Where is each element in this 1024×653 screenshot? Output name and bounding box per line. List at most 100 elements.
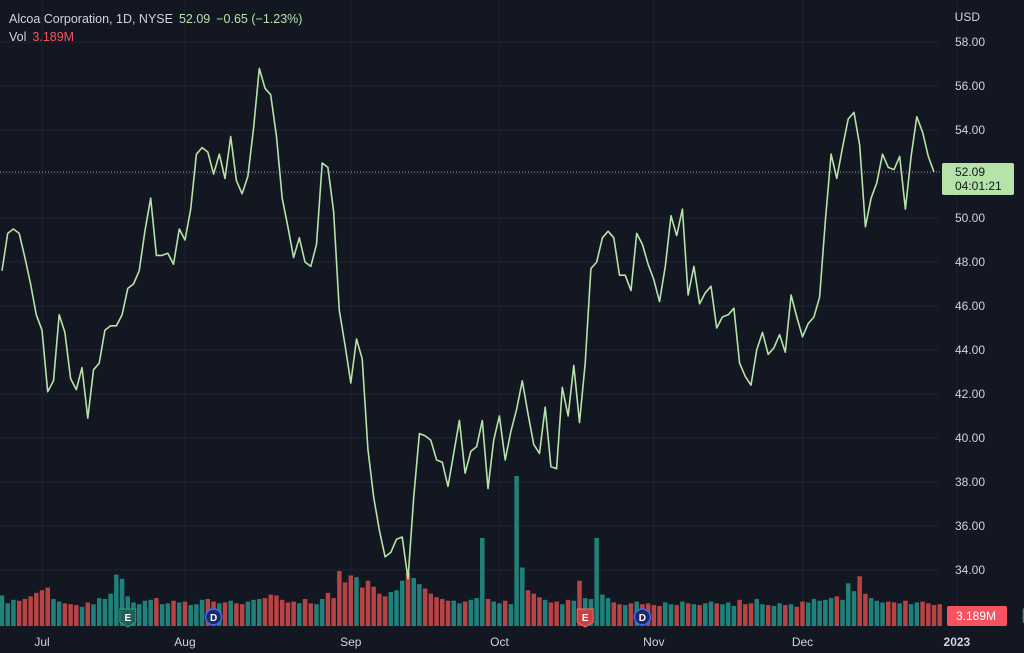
y-tick-label: 54.00: [955, 123, 985, 137]
volume-bar: [514, 476, 519, 626]
symbol-row[interactable]: Alcoa Corporation, 1D, NYSE 52.09 −0.65 (−…: [9, 10, 302, 28]
volume-bar: [371, 586, 376, 626]
x-tick-label: Jul: [34, 635, 49, 649]
volume-bar: [525, 590, 531, 626]
volume-bar: [868, 598, 874, 626]
last-volume-value: 3.189M: [956, 609, 996, 623]
volume-bar: [565, 599, 571, 626]
volume-bar: [502, 600, 508, 626]
volume-bar: [56, 601, 62, 626]
volume-bar: [548, 602, 554, 626]
svg-text:E: E: [124, 613, 131, 624]
volume-bar: [297, 603, 302, 626]
volume-bar: [188, 605, 193, 626]
volume-bar: [874, 600, 880, 626]
volume-bar: [325, 592, 331, 626]
volume-bar: [251, 599, 256, 626]
volume-bar: [908, 604, 914, 626]
y-tick-label: 34.00: [955, 563, 985, 577]
volume-bar: [880, 602, 885, 626]
svg-text:D: D: [639, 613, 646, 624]
volume-bar: [199, 599, 205, 626]
volume-bar: [194, 604, 199, 626]
svg-text:D: D: [210, 613, 217, 624]
y-tick-label: 58.00: [955, 35, 985, 49]
dividend-marker-icon[interactable]: D: [204, 608, 223, 626]
volume-bar: [731, 605, 737, 626]
volume-bar: [68, 604, 73, 626]
volume-bar: [508, 604, 514, 626]
y-tick-label: 36.00: [955, 519, 985, 533]
volume-bar: [359, 587, 365, 626]
volume-bar: [651, 605, 657, 626]
volume-bar: [897, 603, 902, 626]
earnings-marker-icon[interactable]: E: [119, 608, 137, 628]
volume-bar: [760, 604, 765, 626]
volume-bar: [148, 599, 153, 626]
volume-bar: [845, 583, 851, 626]
volume-bar: [222, 602, 228, 626]
volume-bar: [828, 598, 834, 626]
volume-bar: [537, 597, 542, 626]
y-tick-label: 40.00: [955, 431, 985, 445]
dividend-marker-icon[interactable]: D: [633, 608, 652, 626]
volume-bar: [16, 600, 22, 626]
volume-bar: [291, 601, 296, 626]
volume-bar: [554, 601, 559, 626]
volume-bar: [697, 605, 702, 626]
volume-bar: [520, 567, 525, 626]
x-tick-label: Oct: [490, 635, 509, 649]
volume-bar: [39, 590, 45, 626]
volume-bar: [611, 602, 617, 626]
volume-bar: [182, 601, 188, 626]
volume-bar: [668, 604, 674, 626]
volume-bar: [886, 601, 891, 626]
chart-legend: Alcoa Corporation, 1D, NYSE 52.09 −0.65 (−…: [9, 10, 302, 46]
volume-bar: [51, 598, 56, 626]
y-tick-label: 48.00: [955, 255, 985, 269]
volume-bar: [62, 603, 68, 626]
volume-bar: [800, 601, 805, 626]
y-tick-label: 56.00: [955, 79, 985, 93]
volume-bar: [857, 576, 862, 626]
volume-bar: [154, 598, 159, 626]
symbol-title[interactable]: Alcoa Corporation, 1D, NYSE: [9, 12, 173, 26]
volume-bar: [0, 595, 5, 626]
volume-bar: [771, 605, 777, 626]
volume-bar: [628, 603, 634, 626]
volume-bar: [445, 600, 451, 626]
volume-bar: [114, 574, 119, 626]
volume-bar: [440, 598, 445, 626]
earnings-marker-icon[interactable]: E: [576, 608, 594, 628]
last-price-tag: 52.09 04:01:21: [942, 163, 1014, 195]
volume-bar: [600, 594, 605, 626]
volume-bar: [720, 604, 725, 626]
volume-bar: [45, 587, 50, 626]
volume-bar: [377, 593, 382, 626]
currency-label[interactable]: USD: [954, 10, 980, 24]
volume-row[interactable]: Vol 3.189M: [9, 28, 302, 46]
x-tick-label: Aug: [174, 635, 195, 649]
price-change: −0.65 (−1.23%): [216, 12, 303, 26]
volume-bar: [748, 603, 754, 626]
volume-bar: [903, 600, 908, 626]
y-tick-label: 44.00: [955, 343, 985, 357]
x-axis[interactable]: JulAugSepOctNovDec2023Feb: [34, 635, 1024, 649]
y-axis[interactable]: 34.00 36.00 38.00 40.00 42.00 44.00 46.00 48.00…: [955, 35, 985, 577]
volume-bar: [817, 600, 822, 626]
volume-bar: [79, 606, 85, 626]
volume-bar: [337, 571, 342, 626]
event-markers[interactable]: EDEDE⚡: [119, 608, 1024, 628]
volume-bar: [400, 580, 405, 626]
volume-bar: [708, 601, 714, 626]
volume-bar: [485, 598, 491, 626]
volume-bar: [136, 604, 142, 626]
volume-bar: [474, 598, 479, 626]
volume-bar: [388, 591, 394, 626]
volume-bar: [308, 603, 314, 626]
volume-bar: [680, 601, 685, 626]
volume-bar: [28, 596, 33, 626]
volume-bar: [85, 602, 91, 626]
x-tick-label: 2023: [944, 635, 971, 649]
